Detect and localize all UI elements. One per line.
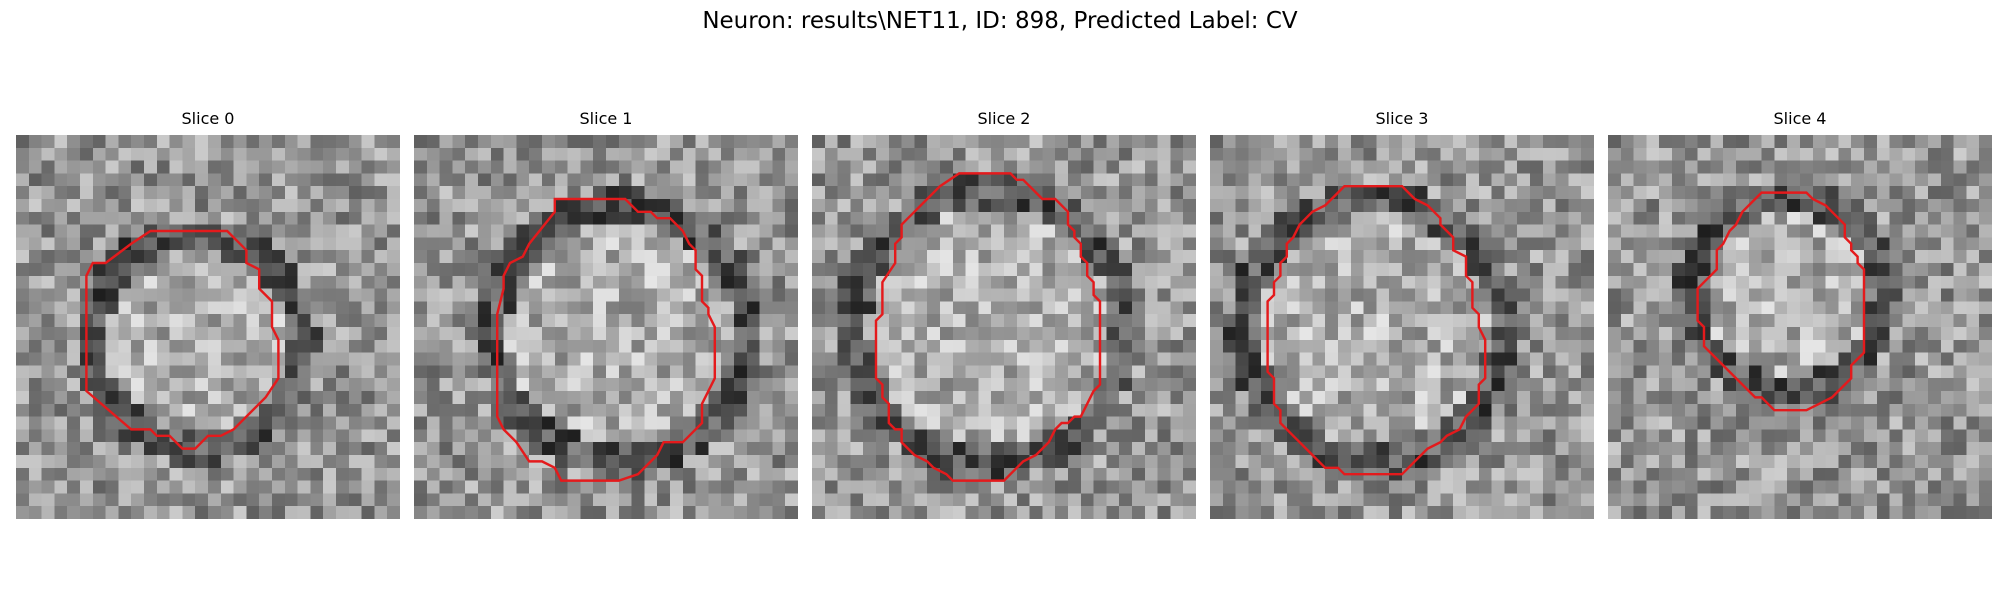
red-contour [1266,184,1487,476]
slice-title: Slice 1 [579,109,633,128]
slice-image [16,135,400,519]
slice-image [1210,135,1594,519]
slice-panel-0: Slice 0 [16,108,400,519]
red-contour [874,172,1102,482]
slice-title: Slice 0 [181,109,235,128]
slice-panel-4: Slice 4 [1608,108,1992,519]
contour-overlay [1266,184,1487,476]
contour-overlay [85,229,280,450]
contour-overlay [874,172,1102,482]
slice-title: Slice 2 [977,109,1031,128]
slice-title: Slice 3 [1375,109,1429,128]
slice-panel-2: Slice 2 [812,108,1196,519]
red-contour [495,197,717,482]
slice-title: Slice 4 [1773,109,1827,128]
slice-image [1608,135,1992,519]
slice-panel-1: Slice 1 [414,108,798,519]
contour-overlay [1696,191,1866,412]
figure-title: Neuron: results\NET11, ID: 898, Predicte… [702,8,1298,34]
slice-panel-3: Slice 3 [1210,108,1594,519]
contour-overlay [495,197,717,482]
red-contour [1696,191,1866,412]
red-contour [85,229,280,450]
